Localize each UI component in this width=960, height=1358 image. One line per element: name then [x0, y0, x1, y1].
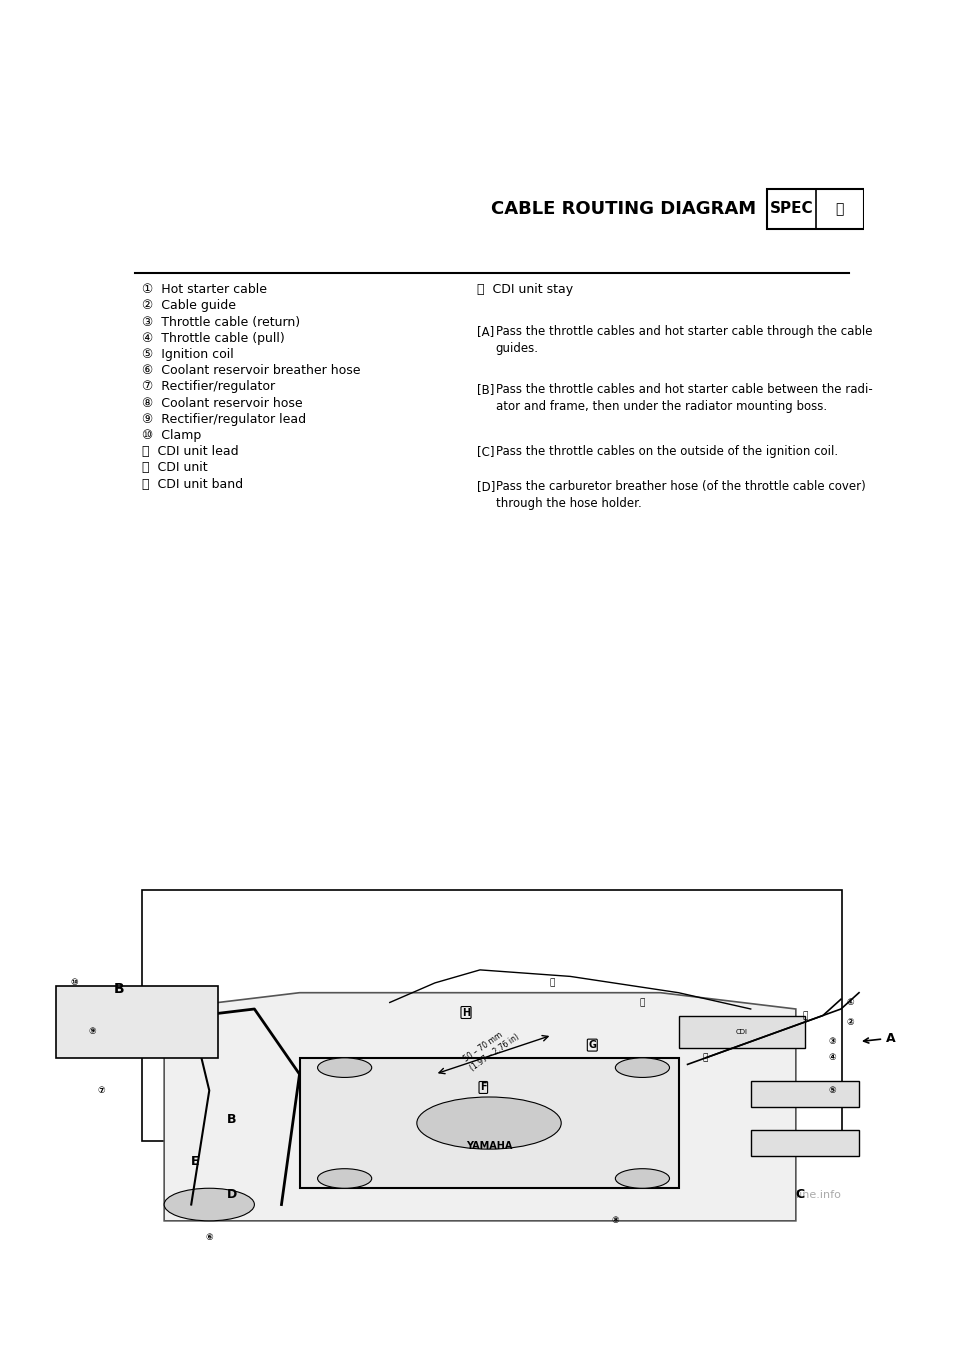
Text: ③  Throttle cable (return): ③ Throttle cable (return): [142, 315, 300, 329]
Text: 2 - 103: 2 - 103: [468, 1176, 516, 1190]
Bar: [142, 889, 842, 1141]
Ellipse shape: [615, 1169, 669, 1188]
Text: ⑧  Coolant reservoir hose: ⑧ Coolant reservoir hose: [142, 397, 303, 410]
Polygon shape: [164, 993, 796, 1221]
Text: [D]: [D]: [477, 479, 495, 493]
Text: F: F: [480, 1082, 487, 1092]
Text: A: A: [864, 1032, 896, 1044]
Text: G: G: [588, 1040, 596, 1050]
Bar: [56, 986, 218, 1058]
Text: D: D: [228, 1188, 237, 1200]
Text: ⑫  CDI unit: ⑫ CDI unit: [142, 462, 208, 474]
Ellipse shape: [615, 1058, 669, 1077]
Text: ⑨: ⑨: [88, 1027, 96, 1036]
Text: ⑭: ⑭: [803, 1010, 807, 1020]
Text: ④  Throttle cable (pull): ④ Throttle cable (pull): [142, 331, 285, 345]
Text: ⚿: ⚿: [835, 202, 844, 216]
Bar: [300, 1058, 679, 1188]
Text: Pass the carburetor breather hose (of the throttle cable cover)
through the hose: Pass the carburetor breather hose (of th…: [495, 479, 866, 509]
Text: ②  Cable guide: ② Cable guide: [142, 299, 236, 312]
Text: ⑪  CDI unit lead: ⑪ CDI unit lead: [142, 445, 239, 458]
Text: Pass the throttle cables and hot starter cable between the radi-
ator and frame,: Pass the throttle cables and hot starter…: [495, 383, 873, 413]
Text: carmanualsonline.info: carmanualsonline.info: [718, 1190, 842, 1200]
Text: ③: ③: [828, 1038, 836, 1046]
Text: CABLE ROUTING DIAGRAM: CABLE ROUTING DIAGRAM: [491, 200, 756, 219]
Ellipse shape: [318, 1169, 372, 1188]
Text: ⑥  Coolant reservoir breather hose: ⑥ Coolant reservoir breather hose: [142, 364, 361, 378]
Text: ⑬: ⑬: [549, 978, 555, 987]
Ellipse shape: [318, 1058, 372, 1077]
Text: ⑧: ⑧: [612, 1217, 619, 1225]
Text: SPEC: SPEC: [770, 201, 813, 216]
Text: [B]: [B]: [477, 383, 494, 395]
Bar: [679, 1016, 804, 1048]
Text: ⑩: ⑩: [70, 978, 78, 987]
Ellipse shape: [164, 1188, 254, 1221]
Text: ⑨  Rectifier/regulator lead: ⑨ Rectifier/regulator lead: [142, 413, 306, 426]
Bar: [751, 1130, 859, 1156]
Text: ①  Hot starter cable: ① Hot starter cable: [142, 284, 267, 296]
Text: ⑥: ⑥: [205, 1233, 213, 1241]
Text: [C]: [C]: [477, 445, 494, 458]
Text: Pass the throttle cables on the outside of the ignition coil.: Pass the throttle cables on the outside …: [495, 445, 838, 458]
Text: ⑫: ⑫: [639, 998, 645, 1008]
Text: ⑬  CDI unit band: ⑬ CDI unit band: [142, 478, 244, 490]
Text: ②: ②: [846, 1017, 853, 1027]
Text: H: H: [462, 1008, 470, 1017]
Text: ⑤: ⑤: [828, 1086, 836, 1095]
Text: ⑦: ⑦: [97, 1086, 105, 1095]
Text: E: E: [191, 1156, 200, 1168]
Text: [A]: [A]: [477, 325, 494, 338]
Text: YAMAHA: YAMAHA: [466, 1141, 513, 1150]
Text: ⑦  Rectifier/regulator: ⑦ Rectifier/regulator: [142, 380, 276, 394]
Text: ①: ①: [846, 998, 853, 1008]
Text: B: B: [228, 1114, 237, 1126]
Text: B: B: [113, 982, 125, 995]
Text: CDI: CDI: [735, 1029, 748, 1035]
Text: C: C: [796, 1188, 805, 1200]
Text: Pass the throttle cables and hot starter cable through the cable
guides.: Pass the throttle cables and hot starter…: [495, 325, 873, 354]
Text: ④: ④: [828, 1054, 836, 1062]
Text: ⑤  Ignition coil: ⑤ Ignition coil: [142, 348, 234, 361]
Text: ⑭  CDI unit stay: ⑭ CDI unit stay: [477, 284, 573, 296]
Text: ⑪: ⑪: [703, 1054, 708, 1062]
Ellipse shape: [417, 1097, 562, 1149]
Text: 50 – 70 mm
(1.97 – 2.76 in): 50 – 70 mm (1.97 – 2.76 in): [462, 1024, 520, 1073]
Text: ⑩  Clamp: ⑩ Clamp: [142, 429, 202, 443]
Bar: [767, 189, 864, 230]
Bar: [751, 1081, 859, 1107]
